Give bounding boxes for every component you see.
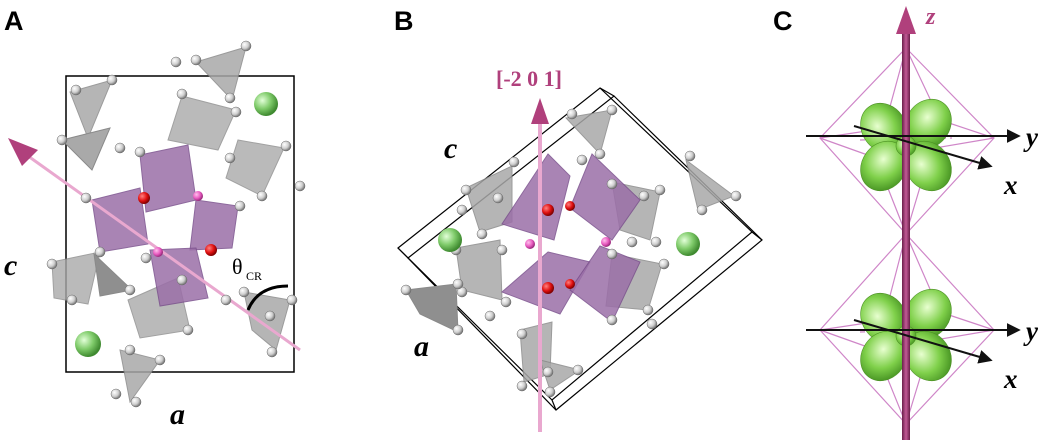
angle-symbol: θ bbox=[232, 254, 243, 279]
axis-a-label-a: a bbox=[170, 398, 185, 431]
green-atom-a1 bbox=[254, 92, 278, 116]
oxygen-atoms-b bbox=[400, 104, 742, 398]
axis-x-label-bottom: x bbox=[1003, 364, 1018, 394]
panel-a: A bbox=[4, 6, 306, 431]
axis-y-label-top: y bbox=[1023, 122, 1039, 152]
panel-b-label: B bbox=[394, 6, 414, 36]
metal-atoms-a bbox=[138, 191, 217, 257]
panel-b: B bbox=[394, 6, 763, 432]
axis-z-label: z bbox=[925, 4, 936, 30]
direction-cone-b bbox=[531, 98, 549, 124]
axis-c-label-a: c bbox=[4, 249, 17, 282]
axis-a-label-b: a bbox=[414, 330, 429, 363]
direction-label: [-2 0 1] bbox=[496, 66, 562, 91]
green-atom-a2 bbox=[75, 331, 101, 357]
axis-c-label-b: c bbox=[444, 132, 457, 165]
green-atom-b1 bbox=[438, 228, 462, 252]
x-axis-arrow-bottom bbox=[853, 319, 993, 364]
angle-arc bbox=[246, 284, 289, 311]
axis-y-label-bottom: y bbox=[1023, 316, 1039, 346]
z-axis-cone bbox=[896, 6, 916, 34]
z-axis-rod bbox=[902, 30, 910, 440]
octahedra-b bbox=[501, 153, 641, 323]
green-atom-b2 bbox=[676, 232, 700, 256]
axis-x-label-top: x bbox=[1003, 170, 1018, 200]
x-axis-arrow-top bbox=[853, 125, 993, 170]
metal-atoms-b bbox=[525, 201, 611, 294]
unit-cell-b bbox=[397, 87, 763, 411]
oxygen-atoms-a bbox=[46, 40, 306, 408]
panel-c: C bbox=[773, 4, 1039, 440]
panel-c-label: C bbox=[773, 6, 793, 36]
angle-subscript: CR bbox=[246, 269, 262, 283]
panel-a-label: A bbox=[4, 6, 24, 36]
direction-cone-a bbox=[8, 138, 38, 166]
unit-cell-a bbox=[65, 75, 295, 373]
